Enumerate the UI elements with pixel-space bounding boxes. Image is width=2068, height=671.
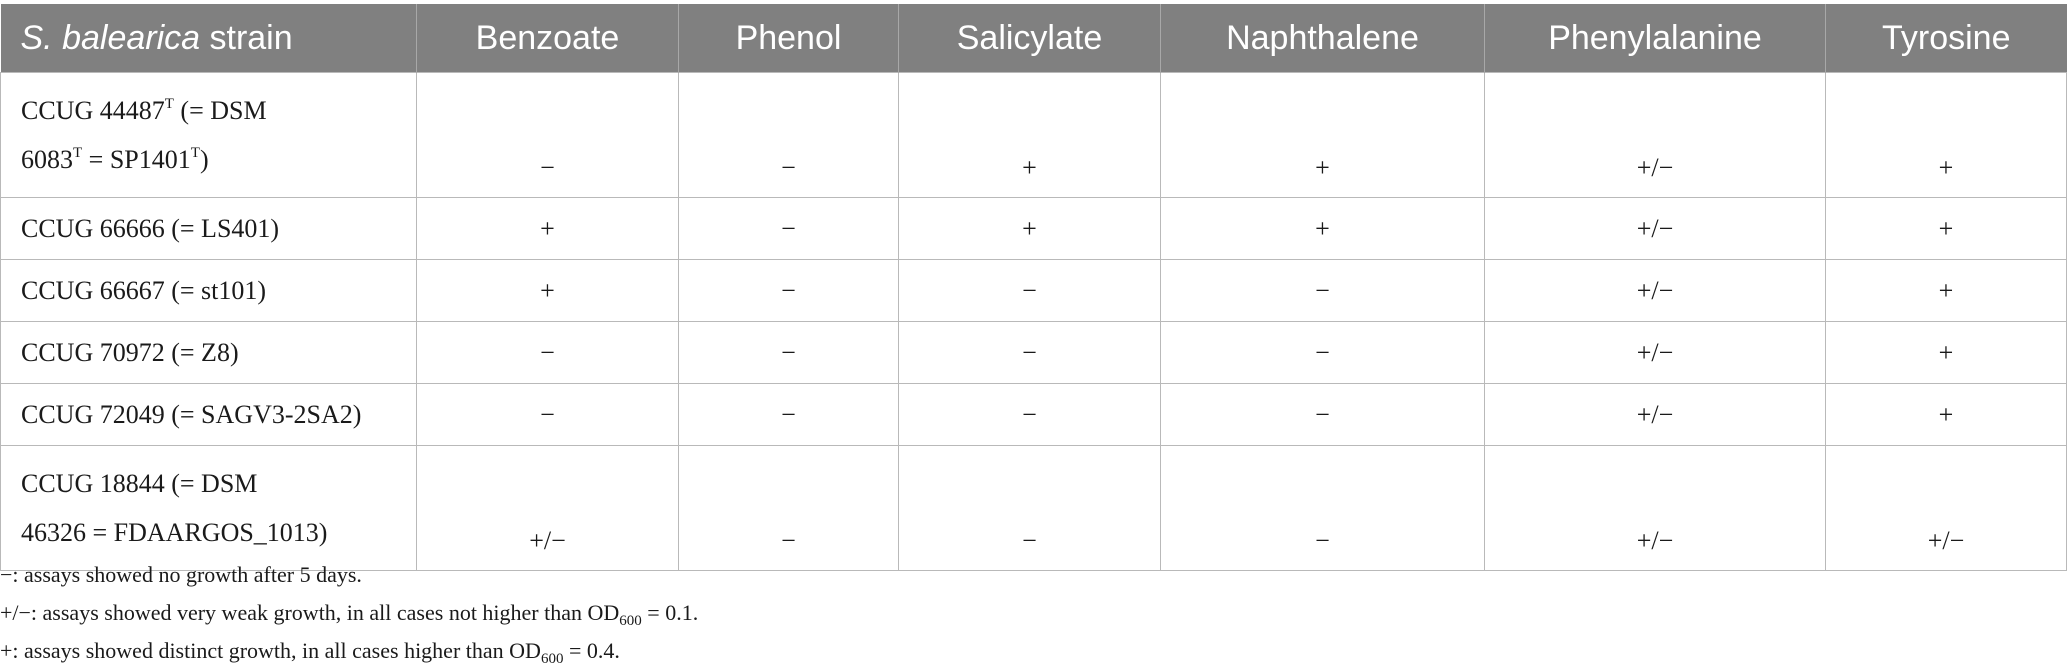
value-cell: +/− [1825,445,2067,571]
value-cell: + [1160,197,1485,260]
value-cell: − [898,259,1161,322]
value-cell: + [898,72,1161,198]
value-cell: + [1825,383,2067,446]
value-cell: − [416,321,679,384]
footnote-weak: +/−: assays showed very weak growth, in … [0,600,699,629]
value-cell: + [1825,259,2067,322]
value-cell: + [1825,197,2067,260]
value-cell: − [416,383,679,446]
value-cell: +/− [1484,383,1826,446]
header-tyrosine: Tyrosine [1825,4,2067,73]
header-salicylate: Salicylate [898,4,1161,73]
value-cell: +/− [1484,197,1826,260]
strain-cell: CCUG 70972 (= Z8) [0,321,417,384]
growth-table: S. balearica strain Benzoate Phenol Sali… [0,4,2067,571]
value-cell: − [898,383,1161,446]
value-cell: − [678,445,899,571]
header-strain: S. balearica strain [0,4,417,73]
value-cell: − [678,72,899,198]
strain-cell: CCUG 44487T (= DSM 6083T = SP1401T) [0,72,417,198]
table-row: CCUG 72049 (= SAGV3-2SA2) − − − − +/− + [0,383,2067,446]
table-row: CCUG 66667 (= st101) + − − − +/− + [0,259,2067,322]
value-cell: +/− [1484,321,1826,384]
strain-word: strain [209,18,293,57]
value-cell: +/− [1484,259,1826,322]
value-cell: +/− [416,445,679,571]
value-cell: − [1160,259,1485,322]
value-cell: − [1160,445,1485,571]
value-cell: + [416,259,679,322]
value-cell: − [678,383,899,446]
strain-cell: CCUG 66666 (= LS401) [0,197,417,260]
footnote-minus: −: assays showed no growth after 5 days. [0,562,362,587]
value-cell: + [1160,72,1485,198]
table-row: CCUG 18844 (= DSM 46326 = FDAARGOS_1013) … [0,445,2067,571]
header-benzoate: Benzoate [416,4,679,73]
table-row: CCUG 44487T (= DSM 6083T = SP1401T) − − +… [0,72,2067,198]
value-cell: +/− [1484,445,1826,571]
value-cell: − [678,321,899,384]
header-naphthalene: Naphthalene [1160,4,1485,73]
species-name: S. balearica [20,18,201,57]
value-cell: − [1160,383,1485,446]
table-footnotes: −: assays showed no growth after 5 days.… [0,556,698,670]
strain-cell: CCUG 72049 (= SAGV3-2SA2) [0,383,417,446]
value-cell: − [898,445,1161,571]
table-row: CCUG 66666 (= LS401) + − + + +/− + [0,197,2067,260]
value-cell: +/− [1484,72,1826,198]
value-cell: − [678,197,899,260]
footnote-plus: +: assays showed distinct growth, in all… [0,638,620,667]
header-phenylalanine: Phenylalanine [1484,4,1826,73]
table-row: CCUG 70972 (= Z8) − − − − +/− + [0,321,2067,384]
value-cell: − [678,259,899,322]
header-row: S. balearica strain Benzoate Phenol Sali… [0,4,2067,73]
value-cell: − [898,321,1161,384]
header-phenol: Phenol [678,4,899,73]
value-cell: + [1825,321,2067,384]
strain-cell: CCUG 66667 (= st101) [0,259,417,322]
strain-cell: CCUG 18844 (= DSM 46326 = FDAARGOS_1013) [0,445,417,571]
value-cell: − [416,72,679,198]
value-cell: + [416,197,679,260]
value-cell: + [898,197,1161,260]
value-cell: − [1160,321,1485,384]
value-cell: + [1825,72,2067,198]
